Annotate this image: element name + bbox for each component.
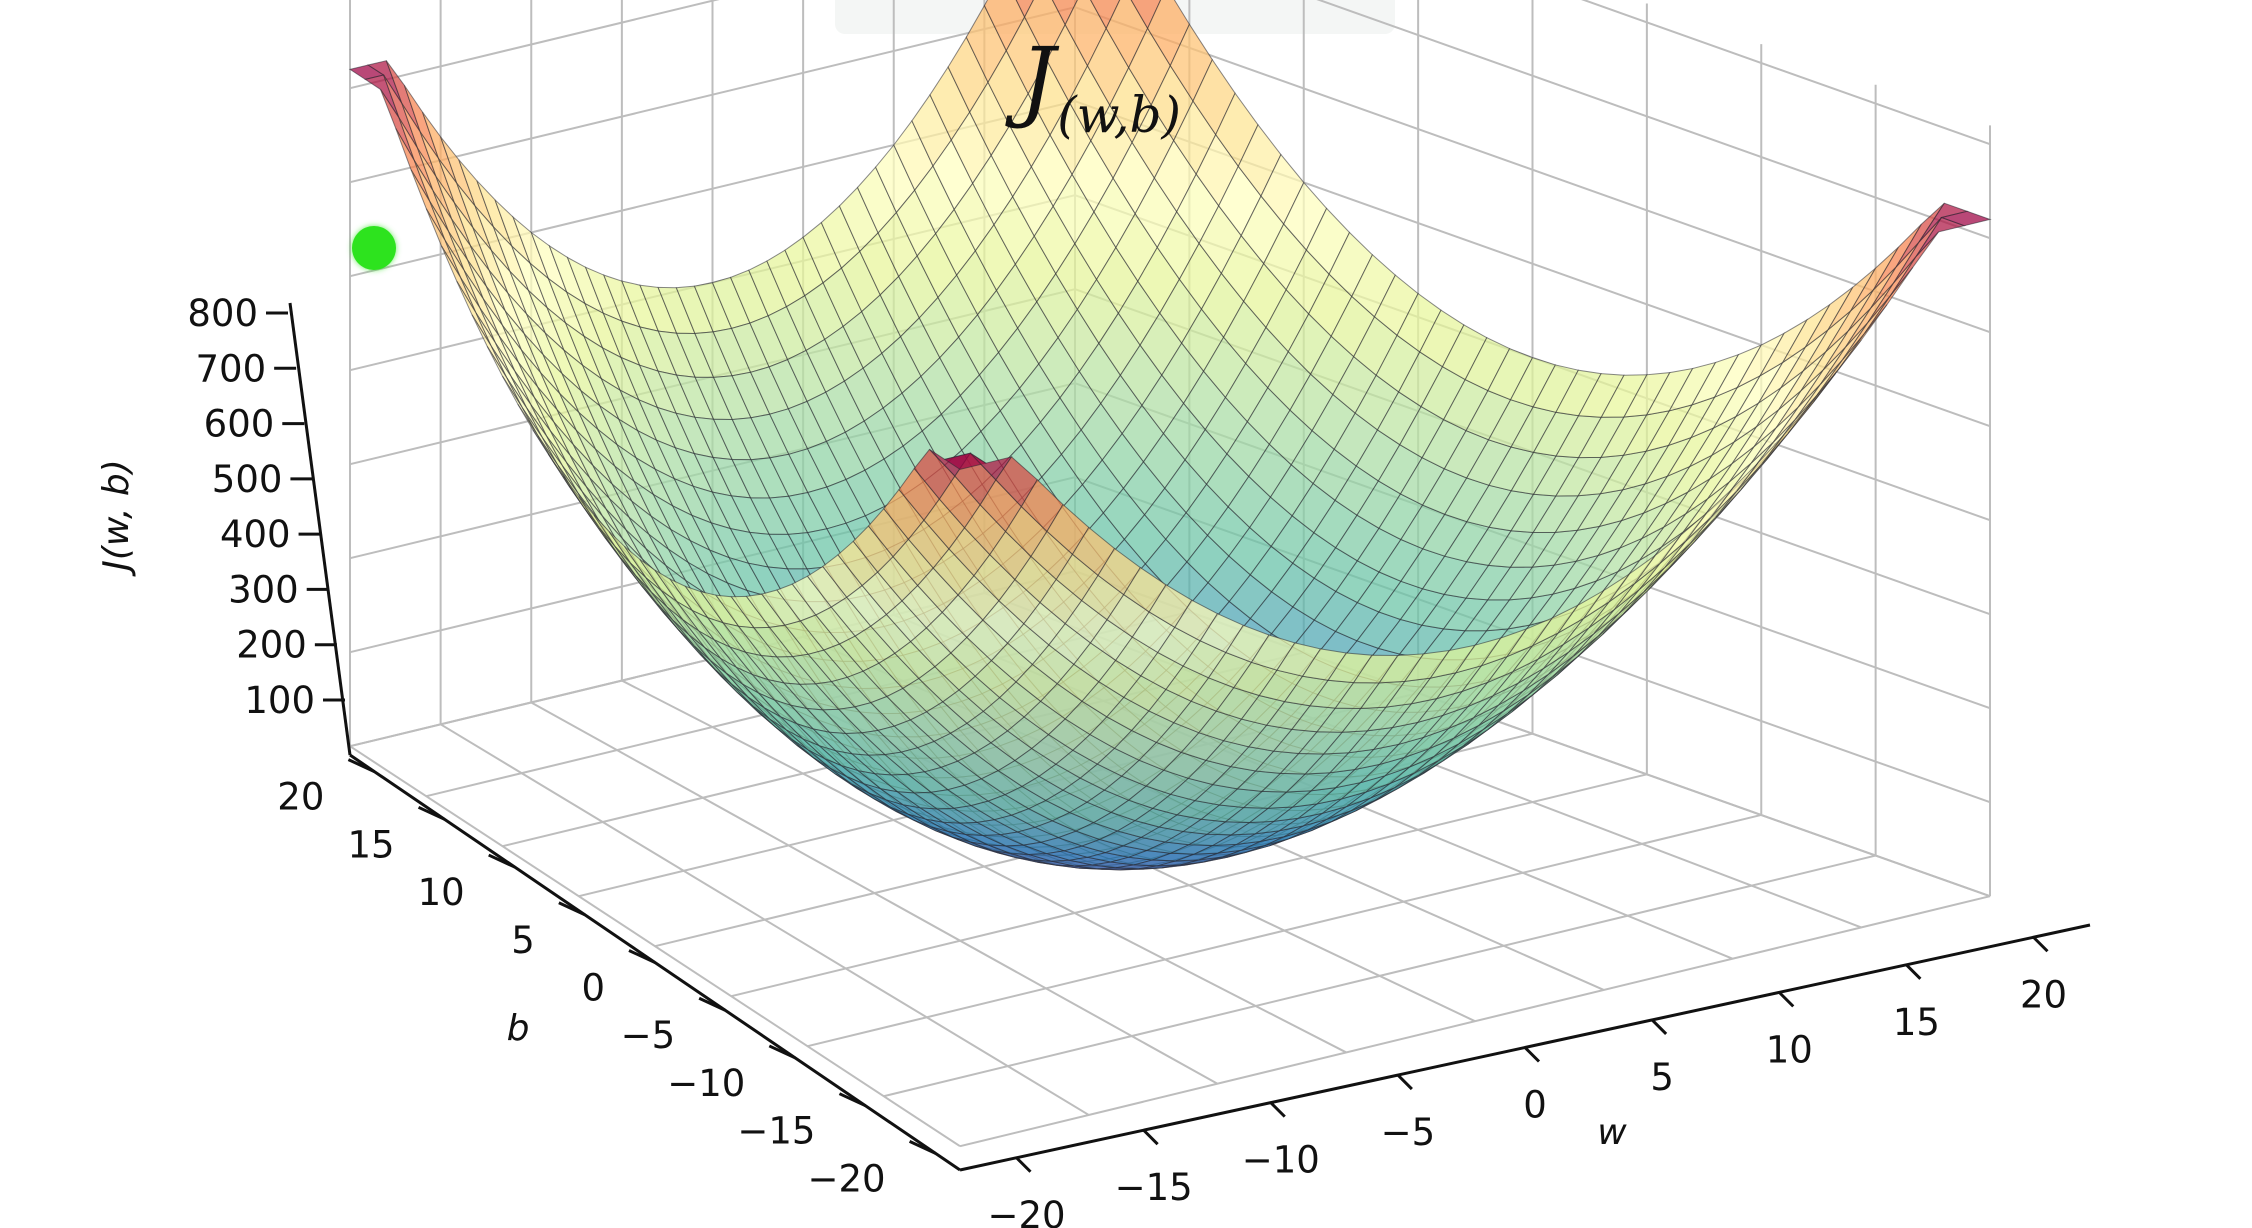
- b-tick-label: −15: [737, 1110, 815, 1153]
- w-tick-label: −15: [1115, 1166, 1193, 1209]
- w-tick-mark: [1015, 1156, 1032, 1173]
- floor-grid-line: [731, 773, 1648, 998]
- b-tick-label: 15: [347, 823, 394, 866]
- b-tick-label: 5: [511, 919, 535, 962]
- z-tick-label: 100: [244, 679, 315, 722]
- z-tick-label: 800: [187, 292, 258, 335]
- title-subscript: (w,b): [1057, 86, 1182, 144]
- surface-patch: [1939, 210, 1992, 227]
- w-tick-mark: [1142, 1129, 1159, 1146]
- w-ticks: −20 −15 −10 −5 0 5 10 15 20: [987, 936, 2067, 1228]
- b-tick-label: −20: [808, 1157, 886, 1200]
- w-tick-label: 15: [1893, 1001, 1940, 1044]
- surface-patch: [1051, 0, 1078, 26]
- w-tick-label: −10: [1242, 1139, 1320, 1182]
- point-marker: [352, 226, 396, 270]
- z-tick-label: 200: [236, 624, 307, 667]
- z-tick-label: 400: [220, 513, 291, 556]
- w-tick-mark: [1905, 963, 1922, 980]
- b-tick-mark: [488, 853, 516, 869]
- back-wall-grid-line: [349, 0, 720, 90]
- b-tick-mark: [698, 996, 726, 1012]
- cost-surface: [348, 0, 1992, 871]
- w-tick-mark: [1778, 991, 1795, 1008]
- w-tick-mark: [1523, 1046, 1541, 1063]
- b-tick-label: 0: [581, 967, 605, 1010]
- w-tick-label: 5: [1650, 1056, 1674, 1099]
- w-tick-mark: [2032, 936, 2049, 953]
- z-ticks: 100 200 300 400 500 600 700 800: [187, 292, 345, 722]
- floor-grid-line: [959, 895, 1991, 1148]
- b-tick-mark: [768, 1044, 796, 1060]
- b-tick-mark: [628, 949, 656, 964]
- w-tick-label: 20: [2020, 973, 2067, 1016]
- b-axis-label: b: [507, 1008, 530, 1049]
- b-tick-mark: [558, 901, 586, 917]
- floor-grid-line: [807, 813, 1762, 1048]
- surface-patch: [1015, 0, 1034, 19]
- b-tick-label: 20: [277, 776, 324, 819]
- chart-title: J(w,b): [1020, 28, 1181, 144]
- w-tick-label: 0: [1523, 1084, 1547, 1127]
- side-wall-grid-line: [1074, 6, 1991, 334]
- z-axis-line: [288, 302, 352, 756]
- floor-grid-line: [883, 854, 1876, 1098]
- w-axis-label: w: [1597, 1112, 1627, 1153]
- side-wall-grid-line: [1581, 0, 1991, 146]
- z-axis-label: J(w, b): [96, 459, 137, 577]
- z-tick-label: 300: [228, 568, 299, 611]
- b-tick-label: −10: [667, 1062, 745, 1105]
- side-wall-grid-line: [1316, 0, 1991, 240]
- b-tick-label: 10: [418, 871, 465, 914]
- b-tick-label: −5: [621, 1014, 676, 1057]
- b-tick-mark: [347, 758, 376, 773]
- w-tick-label: −5: [1381, 1111, 1436, 1154]
- b-ticks: −20−15 −10 −5 0 5 10 15 20: [277, 758, 937, 1200]
- z-tick-label: 700: [196, 347, 267, 390]
- title-main: J: [1020, 28, 1056, 131]
- w-tick-mark: [1651, 1018, 1668, 1035]
- z-tick-label: 600: [204, 403, 275, 446]
- w-tick-label: 10: [1766, 1028, 1813, 1071]
- z-tick-label: 500: [212, 458, 283, 501]
- back-wall-grid-line: [349, 6, 1076, 184]
- w-tick-mark: [1396, 1074, 1413, 1091]
- w-tick-label: −20: [987, 1194, 1065, 1228]
- b-tick-mark: [908, 1140, 937, 1155]
- w-tick-mark: [1269, 1101, 1286, 1118]
- b-tick-mark: [838, 1092, 867, 1108]
- b-tick-mark: [417, 805, 446, 821]
